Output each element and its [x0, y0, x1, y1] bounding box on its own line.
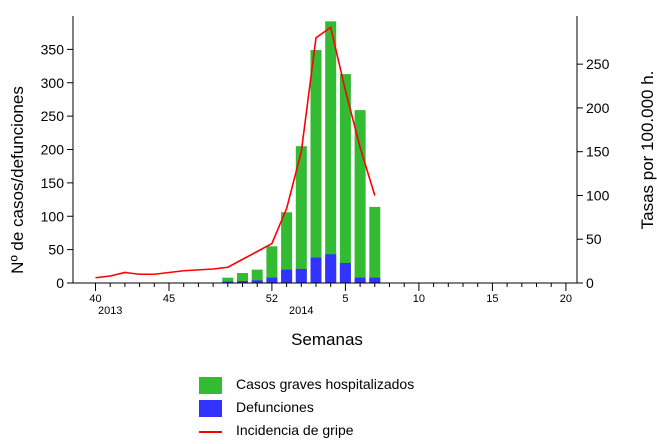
y-left-tick-label: 250: [41, 108, 65, 124]
line-series-group: [95, 26, 376, 279]
bar-hospitalized: [295, 146, 307, 283]
bar-deaths: [325, 254, 337, 283]
y-right-tick-label: 250: [586, 56, 610, 72]
bar-hospitalized: [354, 110, 366, 284]
bar-hospitalized: [325, 21, 337, 284]
bar-deaths: [281, 269, 293, 283]
legend-swatch-deaths: [199, 400, 222, 417]
bar-hospitalized: [369, 206, 381, 283]
bar-deaths: [310, 257, 322, 283]
legend-swatch-hospitalized: [199, 377, 222, 394]
x-tick-label: 15: [486, 293, 498, 305]
bar-hospitalized: [266, 246, 278, 283]
y-left-tick-label: 200: [41, 142, 65, 158]
x-tick-label: 52: [266, 293, 278, 305]
bar-deaths: [295, 268, 307, 283]
y-right-tick-label: 50: [586, 231, 602, 247]
x-tick-label: 45: [163, 293, 175, 305]
bar-deaths: [251, 280, 263, 283]
bar-hospitalized: [251, 269, 263, 283]
legend-label-deaths: Defunciones: [236, 399, 314, 415]
x-year-label: 2013: [98, 305, 122, 317]
bars-group: [222, 21, 381, 284]
bar-deaths: [237, 280, 248, 283]
bar-deaths: [222, 281, 234, 283]
legend-label-hospitalized: Casos graves hospitalizados: [236, 376, 415, 392]
x-tick-label: 10: [413, 293, 425, 305]
y-left-tick-label: 350: [41, 41, 65, 57]
y-left-tick-label: 300: [41, 75, 65, 91]
bar-deaths: [369, 277, 381, 283]
legend-label-incidence: Incidencia de gripe: [236, 422, 354, 438]
bar-deaths: [339, 262, 351, 283]
y-right-tick-label: 0: [586, 275, 594, 291]
legend-swatch-incidence: [199, 431, 222, 433]
x-year-label: 2014: [289, 305, 313, 317]
x-axis-label: Semanas: [291, 330, 363, 349]
y-right-tick-label: 150: [586, 144, 610, 160]
bar-hospitalized: [222, 277, 234, 283]
bar-deaths: [266, 277, 278, 283]
y-left-tick-label: 50: [48, 242, 64, 258]
axes-group: 0 50 100 150 200 250 300 350 0 50 100 150 200 250 40 45…: [41, 16, 610, 317]
y-left-tick-label: 0: [56, 275, 64, 291]
bar-hospitalized: [339, 74, 351, 283]
y-left-tick-label: 150: [41, 175, 65, 191]
x-tick-label: 40: [89, 293, 101, 305]
bar-hospitalized: [310, 50, 322, 284]
y-axis-right-label: Tasas por 100.000 h.: [638, 71, 657, 230]
y-axis-left-label: Nº de casos/defunciones: [8, 86, 27, 274]
bar-hospitalized: [237, 272, 248, 283]
incidence-line: [95, 26, 376, 279]
x-tick-label: 5: [342, 293, 348, 305]
y-left-tick-label: 100: [41, 208, 65, 224]
y-right-tick-label: 200: [586, 100, 610, 116]
y-right-tick-label: 100: [586, 187, 610, 203]
bar-hospitalized: [281, 212, 293, 283]
x-tick-label: 20: [560, 293, 572, 305]
bar-deaths: [354, 277, 366, 283]
